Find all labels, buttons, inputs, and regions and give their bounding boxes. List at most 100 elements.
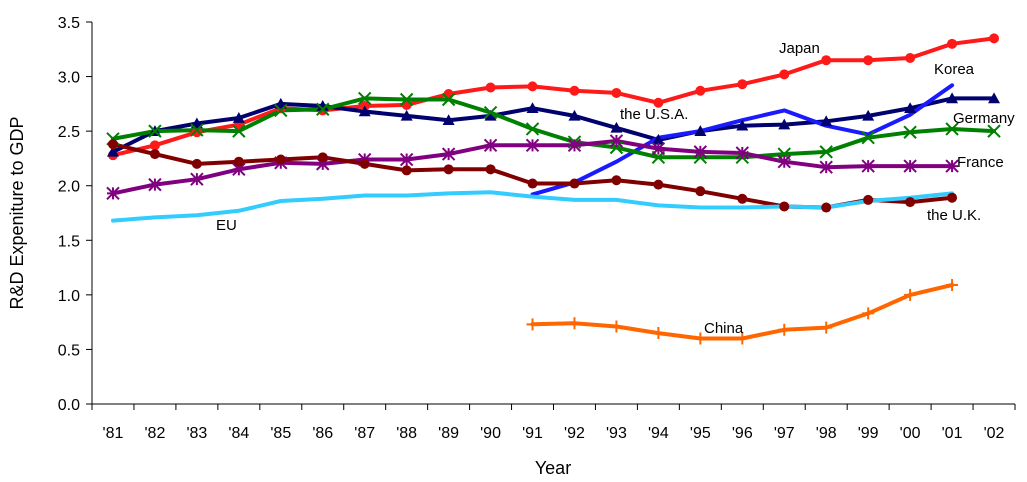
data-point-japan [527, 81, 538, 92]
data-point-japan [653, 97, 664, 108]
data-point-france [525, 138, 540, 153]
series-label-eu: EU [216, 217, 237, 234]
series-label-usa: the U.S.A. [620, 106, 688, 123]
data-point-japan [569, 85, 580, 96]
y-tick-label: 2.0 [58, 179, 80, 196]
data-point-france [148, 177, 162, 192]
x-tick-label: '82 [145, 425, 166, 442]
data-point-the-u-k [527, 178, 538, 189]
data-point-japan [947, 38, 958, 49]
x-tick-label: '86 [312, 425, 333, 442]
data-point-france [651, 141, 666, 156]
data-point-germany [525, 122, 540, 136]
data-point-the-u-k [611, 175, 622, 186]
data-point-france [441, 147, 456, 161]
data-point-the-u-s-a [778, 118, 791, 130]
data-point-japan [989, 33, 1000, 44]
x-tick-label: '96 [732, 425, 753, 442]
data-point-france [861, 159, 875, 173]
data-point-the-u-s-a [904, 102, 917, 114]
data-point-the-u-k [443, 164, 454, 175]
data-point-china [778, 323, 791, 336]
data-point-the-u-s-a [442, 114, 455, 126]
x-tick-label: '88 [396, 425, 417, 442]
y-tick-label: 1.5 [58, 233, 80, 250]
series-label-germany: Germany [953, 110, 1015, 127]
data-point-china [652, 327, 665, 340]
series-label-france: France [957, 154, 1004, 171]
x-tick-label: '90 [480, 425, 501, 442]
x-tick-label: '99 [858, 425, 879, 442]
data-point-china [862, 307, 875, 320]
data-point-china [568, 317, 581, 330]
data-point-the-u-k [905, 197, 916, 208]
x-tick-label: '92 [564, 425, 585, 442]
data-point-the-u-s-a [484, 109, 497, 121]
data-point-france [316, 157, 330, 171]
data-point-the-u-k [485, 164, 496, 175]
data-point-the-u-s-a [862, 109, 875, 121]
data-point-japan [821, 55, 832, 66]
data-point-the-u-s-a [568, 109, 581, 121]
data-point-japan [485, 82, 496, 93]
data-point-the-u-s-a [820, 115, 833, 127]
data-point-the-u-k [779, 201, 790, 212]
data-point-germany [609, 140, 624, 155]
y-tick-label: 1.0 [58, 288, 80, 305]
data-point-the-u-s-a [190, 117, 203, 129]
data-point-the-u-k [107, 139, 118, 150]
data-point-the-u-k [947, 192, 958, 203]
x-tick-label: '89 [438, 425, 459, 442]
data-point-china [946, 279, 959, 292]
data-point-the-u-k [821, 202, 832, 213]
y-tick-group: 0.0 0.5 1.0 1.5 2.0 2.5 3.0 3.5 [58, 15, 92, 414]
x-tick-group: '81 '82 '83 '84 '85 '86 '87 '88 '89 '90 '91 '92 '93 '… [91, 404, 1016, 442]
data-point-the-u-k [149, 149, 160, 160]
data-point-france [567, 138, 582, 153]
y-tick-label: 3.0 [58, 70, 80, 87]
y-tick-label: 2.5 [58, 124, 80, 141]
data-point-germany [316, 102, 330, 117]
data-point-japan [191, 127, 202, 138]
data-point-france [609, 134, 624, 148]
x-tick-label: '98 [816, 425, 837, 442]
x-axis-title: Year [535, 458, 571, 478]
series-label-japan: Japan [779, 40, 820, 57]
data-point-germany [819, 145, 833, 159]
series-line-korea [530, 83, 955, 197]
data-point-germany [148, 124, 162, 138]
data-point-the-u-s-a [946, 92, 959, 104]
data-point-germany [232, 124, 246, 138]
data-point-france [232, 162, 246, 177]
data-point-the-u-s-a [106, 145, 119, 157]
data-point-germany [945, 122, 959, 136]
data-point-china [736, 332, 749, 345]
y-tick-label: 3.5 [58, 15, 80, 32]
y-tick-label: 0.0 [58, 397, 80, 414]
data-point-the-u-s-a [358, 105, 371, 117]
x-tick-label: '83 [186, 425, 207, 442]
x-tick-label: '02 [984, 425, 1005, 442]
data-point-the-u-s-a [694, 125, 707, 136]
x-tick-label: '81 [103, 425, 124, 442]
series-line-the-u-s-a [111, 96, 996, 154]
data-point-the-u-k [569, 178, 580, 189]
data-point-the-u-s-a [610, 121, 623, 133]
data-point-france [106, 186, 120, 201]
x-tick-label: '94 [648, 425, 669, 442]
data-point-the-u-k [233, 156, 244, 167]
series-markers [106, 33, 1001, 345]
data-point-the-u-s-a [736, 119, 749, 131]
data-point-the-u-k [275, 154, 286, 165]
series-lines [111, 36, 996, 341]
data-point-france [399, 152, 414, 167]
series-line-japan [111, 36, 996, 158]
data-point-the-u-s-a [274, 97, 287, 109]
series-line-eu [111, 190, 955, 223]
data-point-france [735, 146, 750, 160]
data-point-china [694, 332, 707, 345]
data-point-china [904, 288, 917, 301]
data-point-france [190, 172, 204, 186]
data-point-the-u-s-a [526, 102, 539, 114]
